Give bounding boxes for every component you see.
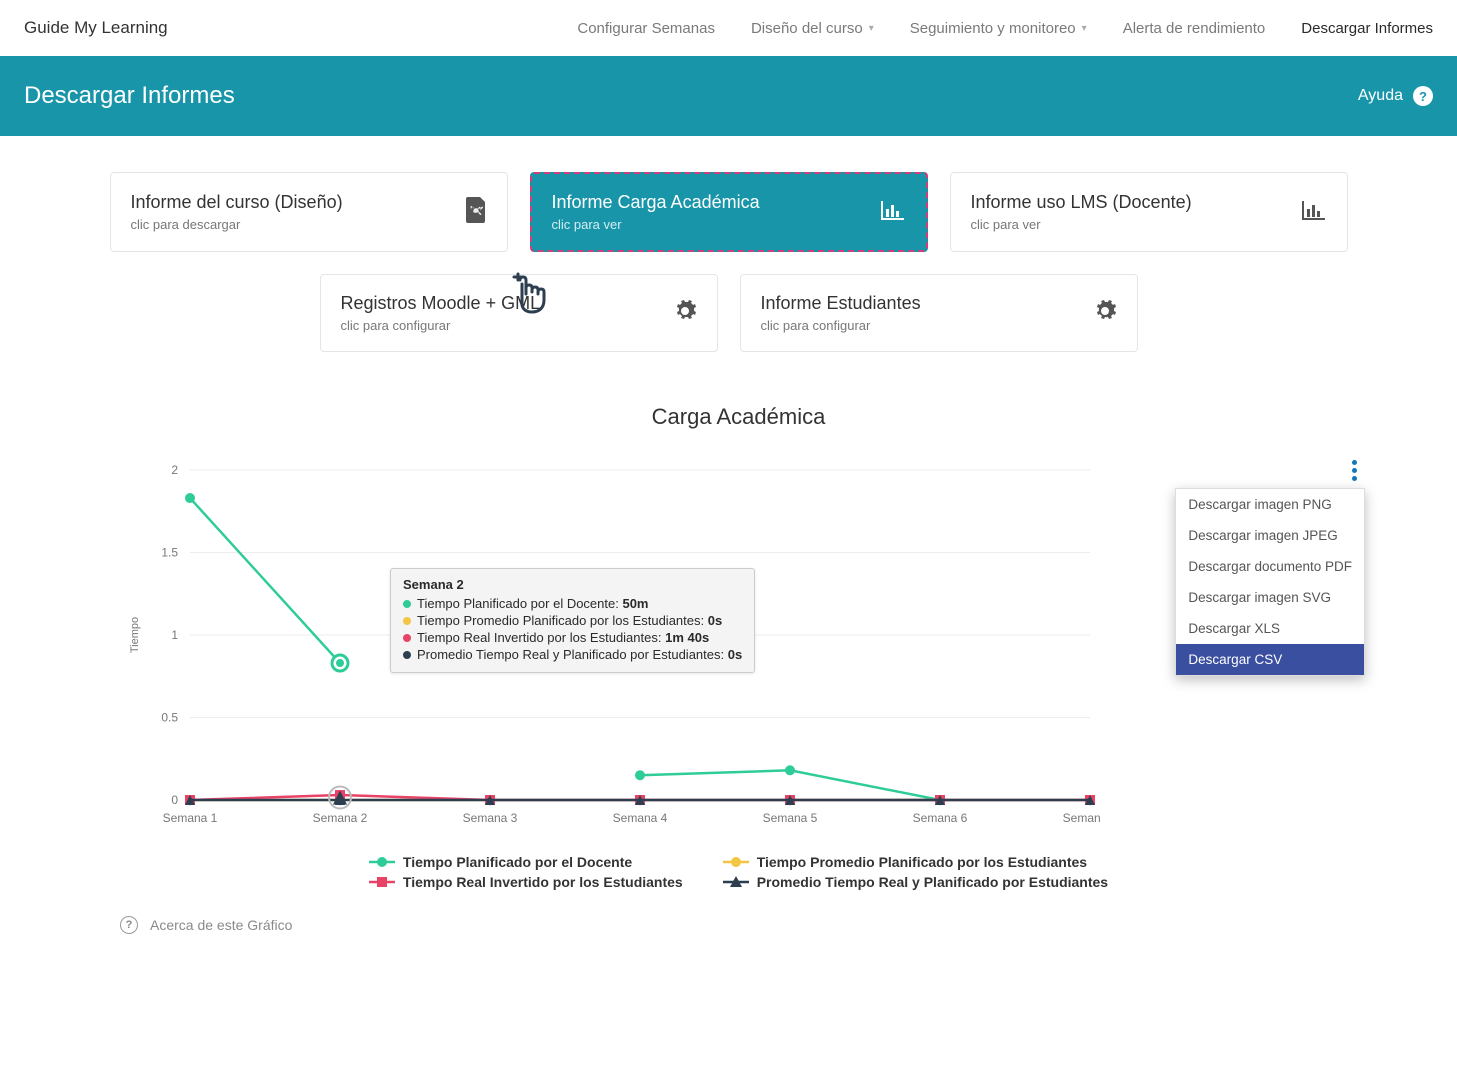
svg-text:Semana 1: Semana 1 [163,811,218,825]
nav-item-alerta[interactable]: Alerta de rendimiento [1123,20,1266,37]
chevron-down-icon: ▾ [1082,23,1087,34]
info-icon: ? [120,916,138,934]
legend-item[interactable]: Tiempo Planificado por el Docente [369,854,683,870]
chart-section: Carga Académica Tiempo 0 0.5 1 1.5 2 Semana 1 S… [0,374,1457,954]
svg-text:Semana 4: Semana 4 [613,811,668,825]
export-menu: Descargar imagen PNGDescargar imagen JPE… [1175,488,1365,676]
svg-text:Semana 6: Semana 6 [913,811,968,825]
chart-tooltip: Semana 2 Tiempo Planificado por el Docen… [390,568,755,673]
tooltip-row: Promedio Tiempo Real y Planificado por E… [403,647,742,662]
chart-title: Carga Académica [120,404,1357,430]
export-menu-item[interactable]: Descargar documento PDF [1176,551,1364,582]
svg-text:Tiempo: Tiempo [129,617,141,653]
chevron-down-icon: ▾ [869,23,874,34]
tooltip-title: Semana 2 [403,577,742,592]
chart-menu-button[interactable] [1352,460,1357,481]
svg-text:Semana 5: Semana 5 [763,811,818,825]
legend-item[interactable]: Tiempo Real Invertido por los Estudiante… [369,874,683,890]
svg-text:2: 2 [171,463,178,477]
card-uso-lms[interactable]: Informe uso LMS (Docente) clic para ver [950,172,1348,252]
tooltip-row: Tiempo Promedio Planificado por los Estu… [403,613,742,628]
page-title: Descargar Informes [24,82,235,110]
nav-item-descargar[interactable]: Descargar Informes [1301,20,1433,37]
tooltip-row: Tiempo Real Invertido por los Estudiante… [403,630,742,645]
chart-icon [1301,199,1327,226]
svg-text:1: 1 [171,628,178,642]
tooltip-row: Tiempo Planificado por el Docente: 50m [403,596,742,611]
svg-text:Semana 3: Semana 3 [463,811,518,825]
help-icon: ? [1413,86,1433,106]
svg-text:Semana 2: Semana 2 [313,811,368,825]
export-menu-item[interactable]: Descargar imagen PNG [1176,489,1364,520]
chart-legend: Tiempo Planificado por el Docente Tiempo … [120,854,1357,890]
nav-item-configurar[interactable]: Configurar Semanas [577,20,715,37]
export-menu-item[interactable]: Descargar CSV [1176,644,1364,675]
chart-icon [880,199,906,226]
cards-row-2: Registros Moodle + GML clic para configu… [14,274,1443,352]
cards-section: Informe del curso (Diseño) clic para des… [0,136,1457,352]
card-carga-academica[interactable]: Informe Carga Académica clic para ver [530,172,928,252]
chart-area: Tiempo 0 0.5 1 1.5 2 Semana 1 Semana 2 Semana 3 S… [120,460,1357,840]
nav-item-diseno[interactable]: Diseño del curso▾ [751,20,874,37]
top-nav: Guide My Learning Configurar Semanas Dis… [0,0,1457,56]
brand: Guide My Learning [24,18,168,38]
page-banner: Descargar Informes Ayuda ? [0,56,1457,136]
export-menu-item[interactable]: Descargar imagen JPEG [1176,520,1364,551]
legend-item[interactable]: Promedio Tiempo Real y Planificado por E… [723,874,1108,890]
nav-links: Configurar Semanas Diseño del curso▾ Seg… [577,20,1433,37]
cursor-pointer-icon [504,270,552,331]
pdf-icon [465,197,487,228]
export-menu-item[interactable]: Descargar XLS [1176,613,1364,644]
card-informe-estudiantes[interactable]: Informe Estudiantes clic para configurar [740,274,1138,352]
svg-text:0: 0 [171,793,178,807]
gear-icon [673,299,697,328]
svg-text:0.5: 0.5 [161,711,178,725]
legend-item[interactable]: Tiempo Promedio Planificado por los Estu… [723,854,1108,870]
svg-text:1.5: 1.5 [161,546,178,560]
nav-item-seguimiento[interactable]: Seguimiento y monitoreo▾ [910,20,1087,37]
export-menu-item[interactable]: Descargar imagen SVG [1176,582,1364,613]
svg-text:Semana 7: Semana 7 [1063,811,1100,825]
help-link[interactable]: Ayuda ? [1358,86,1433,106]
about-chart-link[interactable]: ? Acerca de este Gráfico [120,916,1357,934]
cards-row-1: Informe del curso (Diseño) clic para des… [14,172,1443,252]
card-informe-curso[interactable]: Informe del curso (Diseño) clic para des… [110,172,508,252]
gear-icon [1093,299,1117,328]
